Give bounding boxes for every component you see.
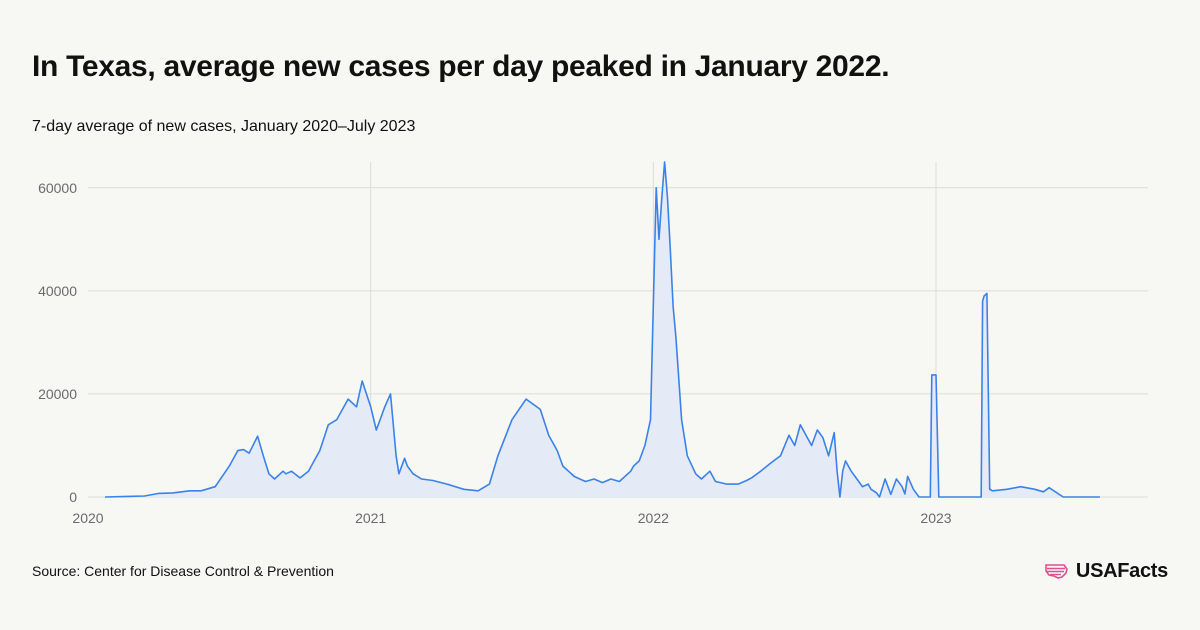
chart-subtitle: 7-day average of new cases, January 2020… [32, 118, 416, 135]
series-area-fill [105, 162, 1100, 497]
brand-name: USAFacts [1075, 560, 1168, 582]
series-line [104, 161, 1100, 498]
usa-map-flag-icon [1045, 563, 1068, 579]
x-tick-label: 2022 [638, 510, 669, 526]
y-tick-label: 20000 [38, 386, 77, 402]
x-tick-label: 2021 [355, 510, 386, 526]
y-tick-label: 0 [69, 489, 77, 505]
chart-area: 0 20000 40000 60000 2020 2021 2022 2023 [38, 161, 1148, 526]
source-note: Source: Center for Disease Control & Pre… [32, 563, 334, 579]
y-tick-label: 40000 [38, 283, 77, 299]
chart-title: In Texas, average new cases per day peak… [32, 50, 890, 83]
x-tick-label: 2023 [920, 510, 951, 526]
series-layer [104, 161, 1100, 498]
x-tick-label: 2020 [72, 510, 103, 526]
axis-labels: 0 20000 40000 60000 2020 2021 2022 2023 [38, 180, 952, 526]
y-tick-label: 60000 [38, 180, 77, 196]
brand-logo[interactable]: USAFacts [1044, 560, 1168, 583]
